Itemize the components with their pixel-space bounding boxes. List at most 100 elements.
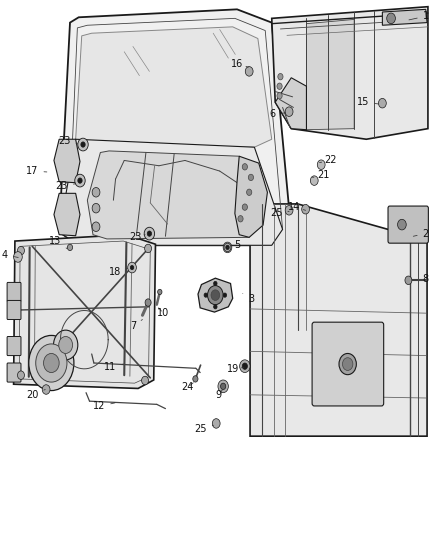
Polygon shape [76, 27, 272, 148]
FancyBboxPatch shape [312, 322, 384, 406]
Circle shape [247, 189, 252, 196]
Circle shape [277, 83, 282, 90]
Text: 8: 8 [413, 274, 429, 284]
Circle shape [311, 176, 318, 185]
Circle shape [302, 205, 310, 214]
Circle shape [224, 243, 231, 252]
Text: 16: 16 [231, 59, 248, 69]
Polygon shape [307, 19, 354, 130]
Text: 21: 21 [313, 171, 329, 180]
Circle shape [285, 206, 293, 215]
Circle shape [141, 376, 148, 385]
Circle shape [339, 353, 357, 375]
FancyBboxPatch shape [388, 206, 428, 243]
Text: 22: 22 [319, 156, 337, 165]
Polygon shape [14, 235, 155, 389]
Circle shape [223, 293, 226, 297]
Circle shape [405, 276, 412, 285]
Polygon shape [59, 10, 291, 245]
Circle shape [92, 222, 100, 231]
Circle shape [285, 107, 293, 116]
Circle shape [211, 290, 220, 301]
Circle shape [214, 305, 217, 309]
Circle shape [145, 244, 152, 253]
Polygon shape [54, 139, 80, 183]
Circle shape [131, 265, 134, 270]
Circle shape [242, 164, 247, 170]
Circle shape [238, 216, 243, 222]
Text: 24: 24 [181, 382, 194, 392]
Text: 4: 4 [2, 250, 18, 260]
Text: 17: 17 [26, 166, 47, 176]
Circle shape [387, 13, 396, 23]
Text: 11: 11 [104, 362, 124, 372]
Circle shape [158, 289, 162, 295]
Text: 14: 14 [288, 202, 306, 212]
FancyBboxPatch shape [7, 301, 21, 319]
Polygon shape [87, 151, 259, 239]
Polygon shape [382, 10, 427, 25]
Circle shape [212, 419, 220, 428]
Circle shape [398, 219, 406, 230]
Text: 10: 10 [157, 308, 170, 318]
Circle shape [59, 336, 73, 353]
Text: 25: 25 [270, 208, 289, 219]
Circle shape [240, 360, 250, 373]
Text: 1: 1 [409, 11, 429, 21]
Circle shape [245, 67, 253, 76]
Circle shape [14, 252, 22, 262]
Text: 13: 13 [49, 236, 67, 248]
Text: 20: 20 [26, 390, 45, 400]
Polygon shape [59, 139, 283, 245]
Text: 9: 9 [216, 390, 223, 400]
Circle shape [147, 231, 152, 236]
Text: 23: 23 [56, 181, 76, 191]
Circle shape [317, 160, 325, 169]
FancyBboxPatch shape [7, 363, 21, 382]
Circle shape [223, 242, 232, 253]
Circle shape [53, 330, 78, 360]
FancyBboxPatch shape [7, 336, 21, 356]
Circle shape [242, 363, 247, 369]
Circle shape [226, 245, 229, 249]
Text: 12: 12 [93, 401, 115, 411]
Circle shape [92, 204, 100, 213]
Circle shape [29, 335, 74, 391]
Text: 5: 5 [227, 240, 240, 251]
Circle shape [78, 178, 82, 183]
Polygon shape [250, 204, 427, 436]
Circle shape [204, 293, 208, 297]
Circle shape [218, 380, 228, 393]
Text: 19: 19 [226, 365, 244, 374]
Text: 2: 2 [413, 229, 429, 239]
Text: 23: 23 [58, 136, 78, 147]
Circle shape [278, 74, 283, 80]
Text: 3: 3 [243, 294, 254, 304]
Text: 23: 23 [129, 232, 145, 242]
Text: 15: 15 [357, 97, 378, 107]
Circle shape [75, 174, 85, 187]
Circle shape [214, 281, 217, 286]
Text: 6: 6 [269, 109, 286, 119]
Circle shape [18, 246, 25, 255]
Circle shape [43, 353, 59, 373]
Polygon shape [235, 156, 268, 237]
Circle shape [36, 344, 67, 382]
Text: 7: 7 [130, 319, 142, 331]
FancyBboxPatch shape [7, 282, 21, 302]
Polygon shape [54, 193, 80, 236]
Circle shape [242, 204, 247, 211]
Text: 18: 18 [109, 267, 128, 277]
Circle shape [248, 174, 254, 181]
Circle shape [208, 286, 223, 305]
Circle shape [67, 244, 73, 251]
Circle shape [378, 99, 386, 108]
Circle shape [18, 371, 25, 379]
Polygon shape [272, 7, 428, 139]
Circle shape [145, 299, 151, 306]
Circle shape [144, 227, 155, 240]
Circle shape [193, 376, 198, 382]
Circle shape [42, 385, 50, 394]
Circle shape [92, 188, 100, 197]
Circle shape [221, 383, 226, 390]
